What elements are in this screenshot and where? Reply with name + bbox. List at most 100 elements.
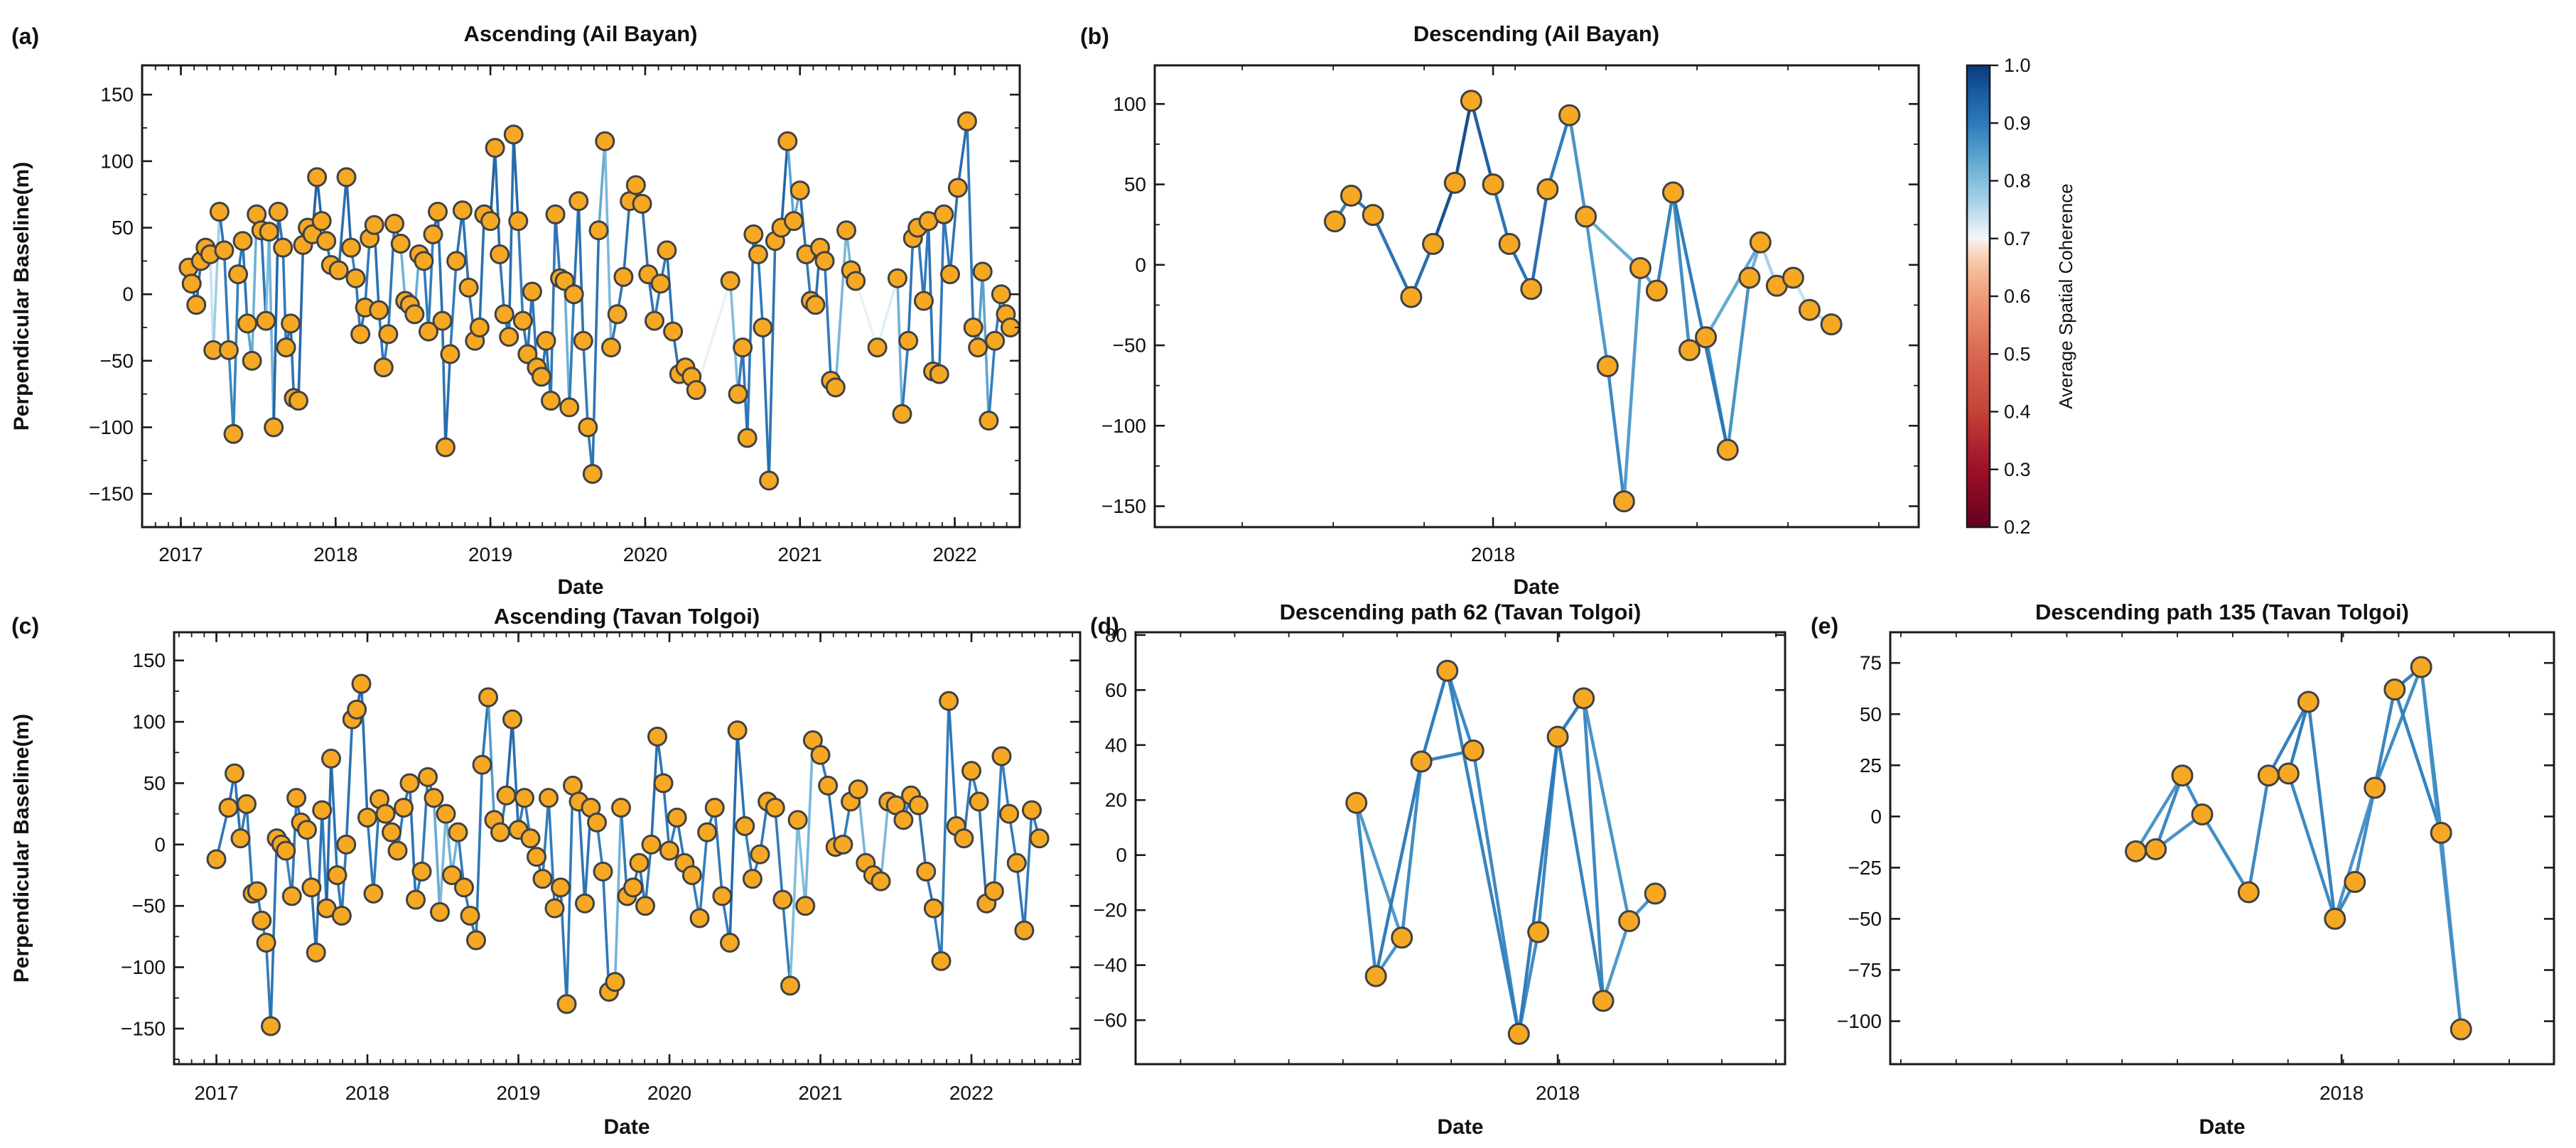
acquisition-marker: [556, 994, 577, 1014]
acquisition-marker: [214, 240, 235, 261]
acquisition-marker: [357, 807, 377, 828]
coherence-edge: [517, 220, 524, 323]
acquisition-marker: [2430, 821, 2452, 844]
x-tick-label: 2017: [194, 1082, 238, 1104]
acquisition-marker: [613, 266, 634, 287]
acquisition-marker: [1323, 210, 1346, 233]
acquisition-marker: [568, 191, 589, 212]
acquisition-marker: [1006, 852, 1027, 873]
acquisition-marker: [532, 869, 553, 889]
coherence-edge: [2247, 774, 2270, 894]
acquisition-marker: [286, 788, 307, 808]
coherence-edge: [823, 259, 833, 382]
acquisition-marker: [1482, 173, 1504, 196]
acquisition-marker: [929, 364, 949, 384]
acquisition-marker: [440, 344, 460, 364]
acquisition-marker: [593, 861, 613, 882]
acquisition-marker: [527, 847, 546, 867]
coherence-edge: [441, 319, 447, 449]
coherence-edge: [665, 249, 674, 333]
acquisition-marker: [209, 202, 230, 222]
y-tick-label: −50: [1848, 908, 1882, 930]
coherence-edge: [1606, 364, 1626, 504]
coherence-edge: [640, 202, 650, 276]
panel-e: (e) Descending path 135 (Tavan Tolgoi) Dat…: [1811, 600, 2555, 1139]
acquisition-marker: [478, 687, 498, 708]
acquisition-marker: [1527, 921, 1550, 943]
coherence-edge: [956, 119, 969, 190]
coherence-edge: [267, 230, 275, 429]
acquisition-marker: [232, 231, 253, 251]
coherence-edge: [977, 800, 988, 905]
acquisition-marker: [1645, 279, 1668, 302]
coherence-edge: [1015, 861, 1026, 932]
acquisition-marker: [237, 313, 258, 334]
acquisition-marker: [228, 264, 249, 285]
acquisition-marker: [256, 933, 276, 953]
acquisition-marker: [261, 1016, 281, 1036]
acquisition-marker: [375, 803, 396, 824]
acquisition-marker: [485, 138, 505, 158]
coherence-edge: [461, 209, 470, 289]
panel-c: (c) Ascending (Tavan Tolgoi) Date Perpendic…: [10, 604, 1082, 1139]
coherence-edge: [438, 812, 448, 914]
acquisition-marker: [256, 310, 276, 331]
coherence-edge: [259, 229, 268, 323]
acquisition-marker: [394, 798, 414, 818]
acquisition-marker: [276, 840, 296, 861]
acquisition-marker: [582, 464, 603, 484]
x-tick-label: 2018: [313, 543, 357, 565]
acquisition-marker: [373, 357, 394, 378]
acquisition-marker: [969, 791, 989, 812]
acquisition-marker: [575, 893, 595, 914]
panel-a-ylabel: Perpendicular Baseline(m): [10, 162, 33, 430]
acquisition-marker: [1498, 232, 1521, 255]
acquisition-marker: [1536, 178, 1559, 200]
coherence-edge: [1622, 266, 1642, 504]
acquisition-marker: [947, 178, 968, 198]
coherence-edge: [2134, 774, 2184, 853]
coherence-edge: [487, 695, 496, 822]
acquisition-marker: [659, 840, 679, 861]
y-tick-label: 40: [1105, 734, 1127, 756]
acquisition-marker: [2450, 1018, 2472, 1041]
acquisition-marker: [490, 822, 510, 843]
acquisition-marker: [1618, 910, 1641, 933]
acquisition-marker: [2383, 678, 2406, 701]
panel-a-letter: (a): [11, 23, 39, 49]
acquisition-marker: [772, 889, 793, 910]
acquisition-marker: [2277, 762, 2300, 785]
y-tick-label: 75: [1860, 652, 1882, 674]
acquisition-marker: [750, 844, 770, 865]
coherence-edge: [949, 186, 959, 276]
coherence-edge: [745, 233, 755, 440]
x-tick-label: 2020: [647, 1082, 691, 1104]
colorbar-tick-label: 0.8: [2004, 170, 2031, 192]
acquisition-marker: [787, 810, 808, 830]
panel-b-data: [1323, 90, 1843, 513]
coherence-edge: [1582, 696, 1605, 1003]
acquisition-marker: [223, 423, 244, 444]
acquisition-marker: [554, 271, 575, 291]
acquisition-marker: [1460, 90, 1482, 112]
acquisition-marker: [595, 131, 615, 151]
acquisition-marker: [424, 788, 444, 808]
acquisition-marker: [544, 898, 565, 919]
coherence-edge: [789, 818, 799, 987]
acquisition-marker: [916, 861, 937, 882]
y-tick-label: 100: [100, 150, 134, 172]
acquisition-marker: [242, 350, 262, 371]
coherence-edge: [427, 233, 435, 333]
y-tick-label: −50: [100, 350, 134, 372]
colorbar: 1.0 0.9 0.8 0.7 0.6 0.5 0.4 0.3 0.2 Average Spati…: [1966, 55, 2076, 538]
coherence-edge: [366, 816, 375, 895]
coherence-edge: [937, 212, 946, 376]
y-tick-label: 50: [112, 217, 134, 239]
coherence-edge: [694, 279, 732, 391]
acquisition-marker: [892, 404, 912, 424]
acquisition-marker: [514, 788, 534, 808]
panel-a-xlabel: Date: [557, 575, 603, 599]
acquisition-marker: [991, 284, 1011, 305]
panel-b-frame: [1153, 64, 1920, 529]
coherence-edge: [250, 212, 258, 362]
